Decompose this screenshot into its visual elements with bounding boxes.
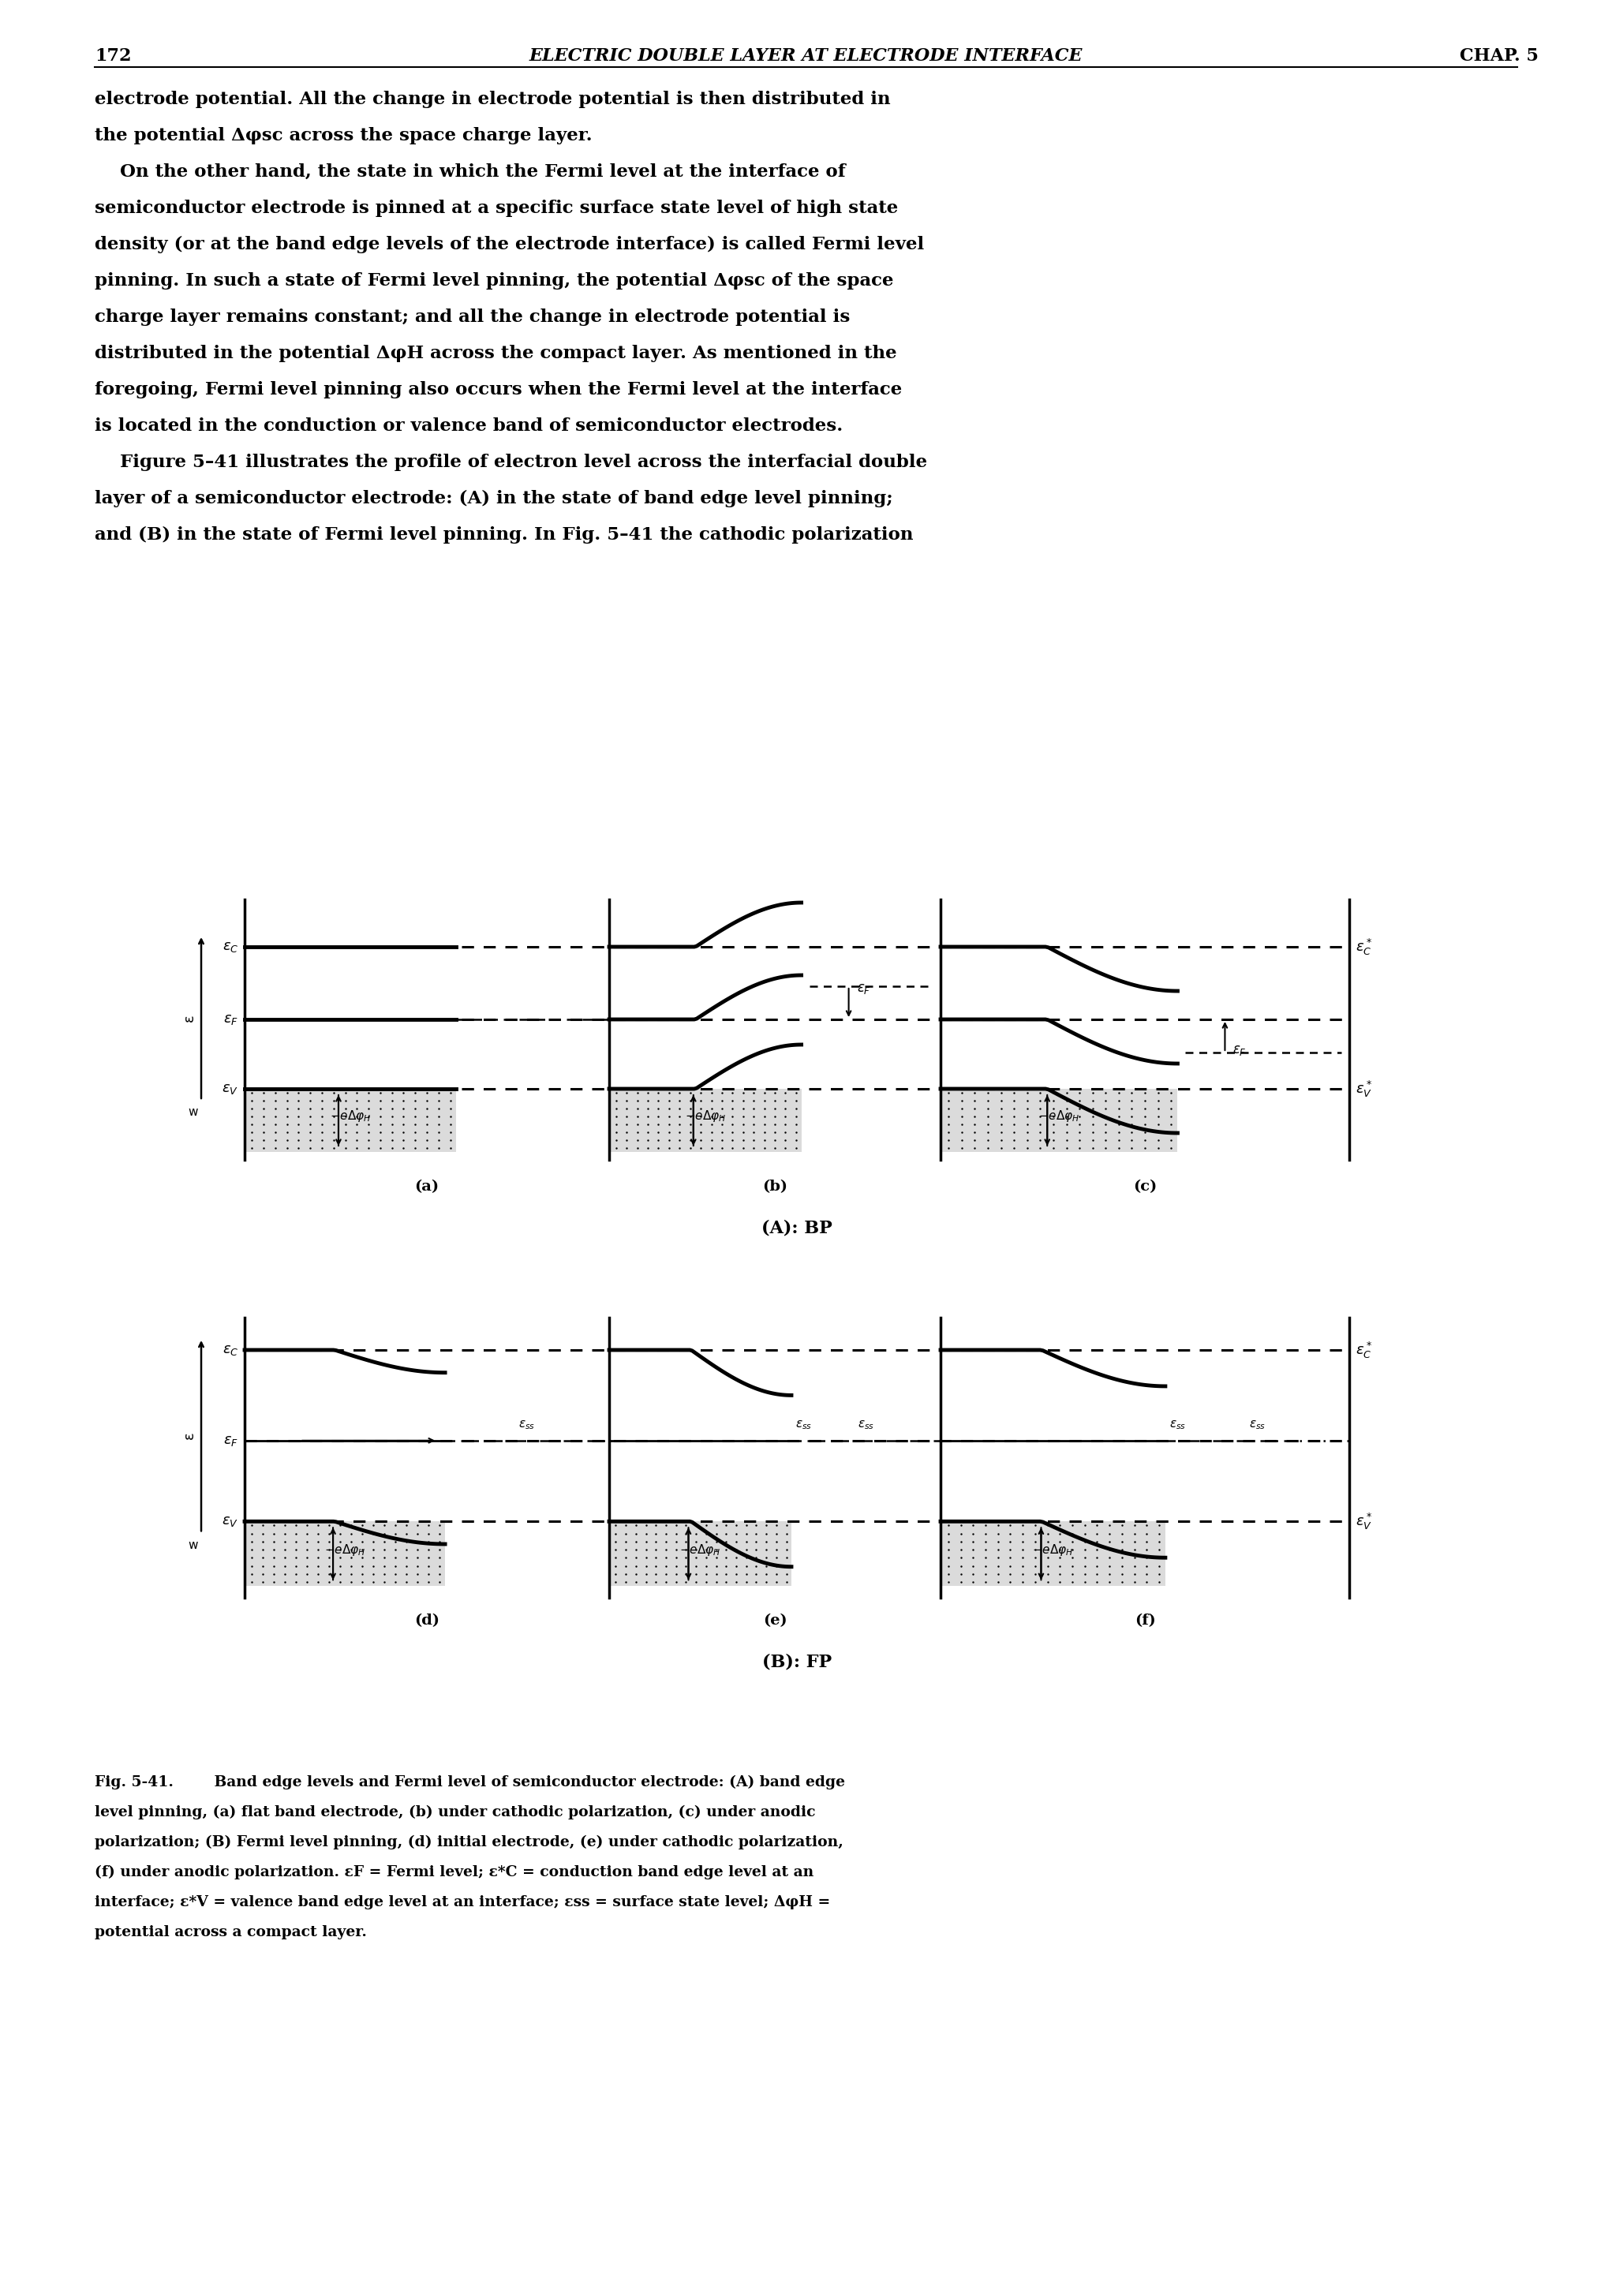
Text: interface; ε*V = valence band edge level at an interface; εss = surface state le: interface; ε*V = valence band edge level… [95, 1894, 830, 1910]
Polygon shape [247, 1522, 445, 1587]
Text: Fig. 5-41.: Fig. 5-41. [95, 1775, 174, 1789]
Polygon shape [247, 1088, 456, 1153]
Text: $\varepsilon_{ss}$: $\varepsilon_{ss}$ [1249, 1419, 1265, 1430]
Text: $\varepsilon_C^*$: $\varepsilon_C^*$ [1356, 937, 1372, 957]
Text: $-e\Delta\varphi_H$: $-e\Delta\varphi_H$ [1038, 1109, 1080, 1125]
Text: pinning. In such a state of Fermi level pinning, the potential Δφsc of the space: pinning. In such a state of Fermi level … [95, 273, 893, 289]
Text: 172: 172 [95, 48, 131, 64]
Text: the potential Δφsc across the space charge layer.: the potential Δφsc across the space char… [95, 126, 592, 145]
Text: $-e\Delta\varphi_H$: $-e\Delta\varphi_H$ [324, 1543, 366, 1557]
Polygon shape [941, 1088, 1178, 1153]
Text: $\varepsilon_V$: $\varepsilon_V$ [221, 1081, 239, 1095]
Text: (d): (d) [414, 1614, 440, 1628]
Text: $\varepsilon_F$: $\varepsilon_F$ [222, 1013, 239, 1026]
Text: w: w [189, 1107, 198, 1118]
Text: electrode potential. All the change in electrode potential is then distributed i: electrode potential. All the change in e… [95, 92, 890, 108]
Text: (b): (b) [762, 1180, 787, 1194]
Text: On the other hand, the state in which the Fermi level at the interface of: On the other hand, the state in which th… [95, 163, 846, 181]
Polygon shape [611, 1088, 801, 1153]
Text: $-e\Delta\varphi_H$: $-e\Delta\varphi_H$ [1032, 1543, 1074, 1557]
Text: density (or at the band edge levels of the electrode interface) is called Fermi : density (or at the band edge levels of t… [95, 236, 924, 253]
Text: $\varepsilon_C$: $\varepsilon_C$ [222, 939, 239, 953]
Text: and (B) in the state of Fermi level pinning. In Fig. 5–41 the cathodic polarizat: and (B) in the state of Fermi level pinn… [95, 526, 914, 544]
Text: ε: ε [182, 1015, 197, 1022]
Text: ELECTRIC DOUBLE LAYER AT ELECTRODE INTERFACE: ELECTRIC DOUBLE LAYER AT ELECTRODE INTER… [529, 48, 1082, 64]
Text: (B): FP: (B): FP [762, 1653, 832, 1671]
Text: $\varepsilon_{ss}$: $\varepsilon_{ss}$ [858, 1419, 874, 1430]
Text: Band edge levels and Fermi level of semiconductor electrode: (A) band edge: Band edge levels and Fermi level of semi… [210, 1775, 845, 1789]
Polygon shape [941, 1522, 1165, 1587]
Text: is located in the conduction or valence band of semiconductor electrodes.: is located in the conduction or valence … [95, 418, 843, 434]
Text: $-e\Delta\varphi_H$: $-e\Delta\varphi_H$ [330, 1109, 371, 1125]
Text: $\varepsilon_V^*$: $\varepsilon_V^*$ [1356, 1511, 1372, 1531]
Text: $-e\Delta\varphi_H$: $-e\Delta\varphi_H$ [685, 1109, 725, 1125]
Text: (f): (f) [1135, 1614, 1156, 1628]
Polygon shape [611, 1522, 791, 1587]
Text: $\varepsilon_F$: $\varepsilon_F$ [856, 980, 870, 996]
Text: CHAP. 5: CHAP. 5 [1460, 48, 1538, 64]
Text: $\varepsilon_C$: $\varepsilon_C$ [222, 1343, 239, 1357]
Text: (c): (c) [1133, 1180, 1157, 1194]
Text: ε: ε [182, 1433, 197, 1440]
Text: (e): (e) [762, 1614, 787, 1628]
Text: polarization; (B) Fermi level pinning, (d) initial electrode, (e) under cathodic: polarization; (B) Fermi level pinning, (… [95, 1835, 843, 1851]
Text: (A): BP: (A): BP [761, 1219, 832, 1235]
Text: distributed in the potential ΔφH across the compact layer. As mentioned in the: distributed in the potential ΔφH across … [95, 344, 896, 363]
Text: potential across a compact layer.: potential across a compact layer. [95, 1924, 368, 1940]
Text: $\varepsilon_V$: $\varepsilon_V$ [221, 1515, 239, 1529]
Text: foregoing, Fermi level pinning also occurs when the Fermi level at the interface: foregoing, Fermi level pinning also occu… [95, 381, 903, 400]
Text: Figure 5–41 illustrates the profile of electron level across the interfacial dou: Figure 5–41 illustrates the profile of e… [95, 455, 927, 471]
Text: layer of a semiconductor electrode: (A) in the state of band edge level pinning;: layer of a semiconductor electrode: (A) … [95, 489, 893, 507]
Text: $\varepsilon_{ss}$: $\varepsilon_{ss}$ [795, 1419, 812, 1430]
Text: charge layer remains constant; and all the change in electrode potential is: charge layer remains constant; and all t… [95, 308, 850, 326]
Text: $\varepsilon_{ss}$: $\varepsilon_{ss}$ [519, 1419, 535, 1430]
Text: (a): (a) [414, 1180, 438, 1194]
Text: $\varepsilon_{ss}$: $\varepsilon_{ss}$ [1169, 1419, 1186, 1430]
Text: semiconductor electrode is pinned at a specific surface state level of high stat: semiconductor electrode is pinned at a s… [95, 200, 898, 218]
Text: $\varepsilon_V^*$: $\varepsilon_V^*$ [1356, 1079, 1372, 1100]
Text: $\varepsilon_F$: $\varepsilon_F$ [1233, 1042, 1246, 1056]
Text: $\varepsilon_F$: $\varepsilon_F$ [222, 1433, 239, 1449]
Text: $-e\Delta\varphi_H$: $-e\Delta\varphi_H$ [680, 1543, 721, 1557]
Text: level pinning, (a) flat band electrode, (b) under cathodic polarization, (c) und: level pinning, (a) flat band electrode, … [95, 1805, 816, 1821]
Text: w: w [189, 1538, 198, 1552]
Text: $\varepsilon_C^*$: $\varepsilon_C^*$ [1356, 1341, 1372, 1359]
Text: (f) under anodic polarization. εF = Fermi level; ε*C = conduction band edge leve: (f) under anodic polarization. εF = Ferm… [95, 1864, 814, 1880]
